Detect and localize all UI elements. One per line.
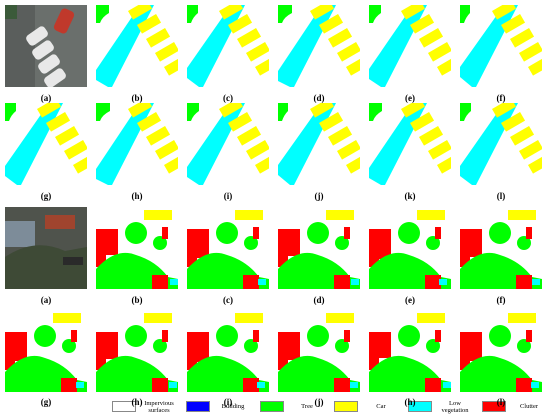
segmentation-panel [460, 103, 542, 185]
legend-swatch [186, 401, 210, 412]
segmentation-panel [278, 207, 360, 289]
panel-label: (l) [496, 191, 506, 201]
legend-swatch [408, 401, 432, 412]
panel-label: (h) [404, 397, 416, 407]
segmentation-panel [96, 207, 178, 289]
panel-label: (a) [40, 93, 52, 103]
panel-label: (b) [131, 295, 143, 305]
legend: Impervious surfaces Building Tree Car Low ve… [112, 397, 538, 416]
panel-label: (c) [223, 295, 233, 305]
panel-label: (f) [496, 93, 506, 103]
legend-item: Tree [260, 401, 326, 412]
segmentation-panel [278, 310, 360, 392]
panel-label: (j) [314, 191, 324, 201]
legend-swatch [112, 401, 136, 412]
panel-label: (e) [405, 295, 415, 305]
panel-label: (e) [405, 93, 415, 103]
segmentation-panel [5, 5, 87, 87]
segmentation-panel [278, 103, 360, 185]
segmentation-panel [5, 310, 87, 392]
panel-label: (g) [40, 397, 52, 407]
legend-label: Low vegetation [441, 399, 469, 414]
segmentation-panel [96, 103, 178, 185]
segmentation-panel [5, 103, 87, 185]
legend-item: Clutter [482, 401, 548, 412]
segmentation-panel [460, 310, 542, 392]
panel-label: (d) [313, 93, 325, 103]
panel-label: (f) [496, 295, 506, 305]
panel-label: (j) [314, 397, 324, 407]
legend-label: Clutter [519, 403, 539, 410]
legend-label: Car [376, 403, 386, 410]
panel-label: (a) [40, 295, 52, 305]
panel-label: (c) [223, 93, 233, 103]
segmentation-panel [187, 207, 269, 289]
legend-swatch [334, 401, 358, 412]
legend-label: Building [221, 403, 245, 410]
segmentation-panel [278, 5, 360, 87]
legend-item: Impervious surfaces [112, 400, 178, 414]
panel-label: (b) [131, 93, 143, 103]
panel-label: (i) [223, 191, 233, 201]
legend-item: Building [186, 401, 252, 412]
legend-item: Car [334, 401, 400, 412]
panel-label: (k) [404, 191, 416, 201]
panel-label: (h) [131, 191, 143, 201]
segmentation-panel [369, 310, 451, 392]
legend-label: Tree [301, 403, 313, 410]
segmentation-panel [5, 207, 87, 289]
panel-label: (d) [313, 295, 325, 305]
segmentation-panel [96, 5, 178, 87]
segmentation-panel [369, 103, 451, 185]
legend-swatch [482, 401, 506, 412]
legend-swatch [260, 401, 284, 412]
legend-item: Low vegetation [408, 400, 474, 414]
segmentation-panel [460, 5, 542, 87]
segmentation-panel [187, 103, 269, 185]
panel-label: (i) [223, 397, 233, 407]
panel-label: (g) [40, 191, 52, 201]
segmentation-panel [369, 207, 451, 289]
segmentation-panel [369, 5, 451, 87]
segmentation-panel [187, 310, 269, 392]
panel-label: (h) [131, 397, 143, 407]
segmentation-panel [96, 310, 178, 392]
legend-label: Impervious surfaces [144, 399, 174, 414]
panel-label: (l) [496, 397, 506, 407]
segmentation-panel [460, 207, 542, 289]
segmentation-panel [187, 5, 269, 87]
